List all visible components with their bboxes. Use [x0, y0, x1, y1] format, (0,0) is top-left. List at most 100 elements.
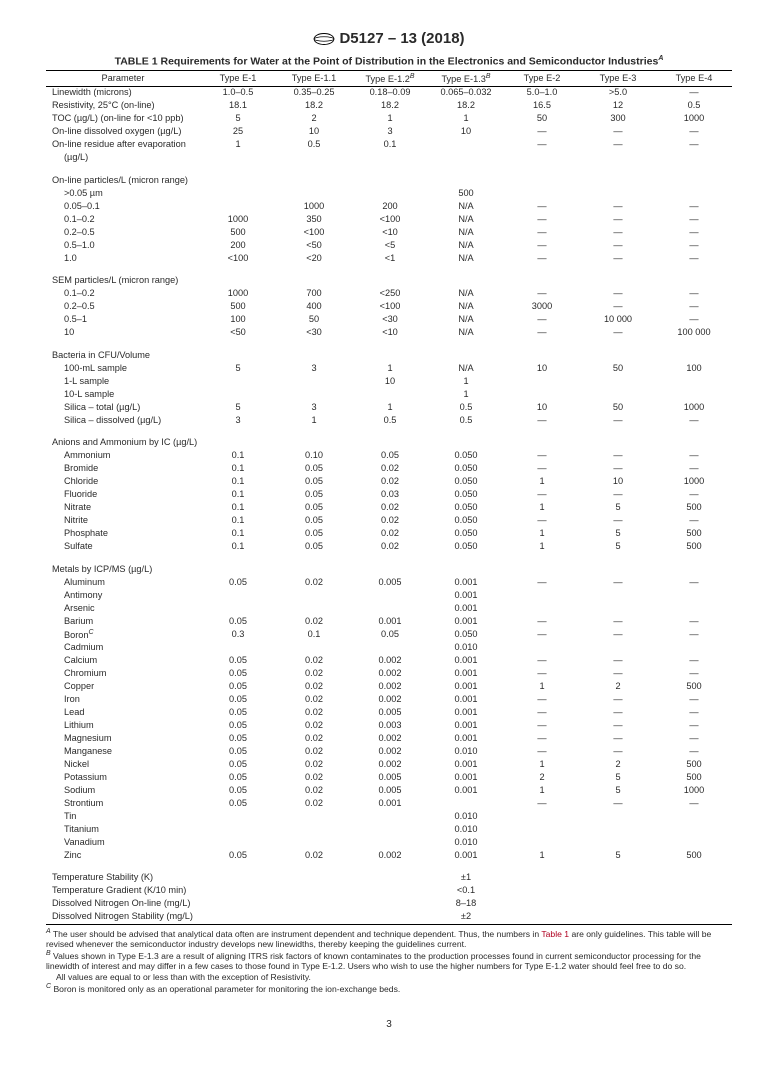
value-cell: 0.05: [200, 667, 276, 680]
value-cell: —: [656, 628, 732, 641]
table-1-link[interactable]: Table 1: [541, 928, 569, 938]
value-cell: [200, 862, 276, 885]
table-row: (µg/L): [46, 152, 732, 165]
value-cell: —: [656, 615, 732, 628]
value-cell: 18.1: [200, 100, 276, 113]
page: D5127 – 13 (2018) TABLE 1 Requirements f…: [0, 0, 778, 1070]
value-cell: [200, 810, 276, 823]
value-cell: —: [580, 288, 656, 301]
value-cell: 0.065–0.032: [428, 86, 504, 100]
param-cell: (µg/L): [46, 152, 200, 165]
table-row: 0.1–0.21000700<250N/A———: [46, 288, 732, 301]
value-cell: <30: [352, 314, 428, 327]
value-cell: 0.02: [276, 784, 352, 797]
param-cell: 0.1–0.2: [46, 213, 200, 226]
value-cell: 0.05: [276, 463, 352, 476]
value-cell: —: [504, 252, 580, 265]
param-cell: Temperature Stability (K): [46, 862, 200, 885]
value-cell: [504, 836, 580, 849]
value-cell: 0.02: [352, 528, 428, 541]
value-cell: N/A: [428, 239, 504, 252]
value-cell: 5: [580, 771, 656, 784]
value-cell: 3000: [504, 301, 580, 314]
value-cell: —: [580, 301, 656, 314]
value-cell: —: [580, 327, 656, 340]
value-cell: —: [504, 414, 580, 427]
value-cell: 0.1: [200, 541, 276, 554]
table-row: Silica – total (µg/L)5310.510501000: [46, 401, 732, 414]
param-cell: 0.05–0.1: [46, 200, 200, 213]
value-cell: 0.001: [428, 680, 504, 693]
col-header: Type E-2: [504, 70, 580, 86]
table-row: Temperature Gradient (K/10 min)<0.1: [46, 885, 732, 898]
value-cell: [352, 836, 428, 849]
param-cell: Fluoride: [46, 489, 200, 502]
value-cell: 0.05: [276, 502, 352, 515]
table-row: Magnesium0.050.020.0020.001———: [46, 732, 732, 745]
value-cell: 0.05: [276, 515, 352, 528]
value-cell: 5: [200, 113, 276, 126]
value-cell: [352, 641, 428, 654]
value-cell: 500: [656, 541, 732, 554]
value-cell: —: [504, 489, 580, 502]
value-cell: N/A: [428, 213, 504, 226]
value-cell: <30: [276, 327, 352, 340]
value-cell: ±2: [428, 911, 504, 925]
value-cell: 50: [580, 401, 656, 414]
value-cell: [656, 340, 732, 363]
value-cell: [580, 340, 656, 363]
value-cell: [656, 165, 732, 188]
value-cell: 0.1: [276, 628, 352, 641]
value-cell: 1000: [656, 113, 732, 126]
value-cell: [580, 589, 656, 602]
value-cell: [200, 589, 276, 602]
value-cell: [276, 836, 352, 849]
value-cell: [504, 554, 580, 577]
param-cell: Cadmium: [46, 641, 200, 654]
value-cell: [656, 187, 732, 200]
value-cell: [580, 265, 656, 288]
value-cell: 0.05: [200, 615, 276, 628]
value-cell: [352, 602, 428, 615]
value-cell: 5: [580, 502, 656, 515]
value-cell: [580, 823, 656, 836]
param-cell: Chromium: [46, 667, 200, 680]
value-cell: —: [580, 126, 656, 139]
value-cell: 500: [656, 502, 732, 515]
value-cell: —: [504, 200, 580, 213]
table-row: Ammonium0.10.100.050.050———: [46, 450, 732, 463]
table-row: Strontium0.050.020.001———: [46, 797, 732, 810]
caption-sup: A: [658, 55, 663, 62]
value-cell: 0.05: [200, 693, 276, 706]
value-cell: —: [504, 719, 580, 732]
value-cell: 50: [580, 362, 656, 375]
value-cell: [200, 911, 276, 925]
value-cell: [504, 641, 580, 654]
value-cell: 0.5: [428, 414, 504, 427]
value-cell: 50: [276, 314, 352, 327]
col-header: Type E-1: [200, 70, 276, 86]
value-cell: [504, 187, 580, 200]
value-cell: [580, 165, 656, 188]
value-cell: [504, 375, 580, 388]
table-body: Linewidth (microns)1.0–0.50.35–0.250.18–…: [46, 86, 732, 924]
param-cell: On-line particles/L (micron range): [46, 165, 200, 188]
value-cell: 0.1: [200, 528, 276, 541]
value-cell: [656, 810, 732, 823]
value-cell: —: [580, 213, 656, 226]
value-cell: 0.05: [276, 541, 352, 554]
value-cell: 10: [504, 401, 580, 414]
value-cell: [200, 836, 276, 849]
value-cell: N/A: [428, 301, 504, 314]
value-cell: [580, 836, 656, 849]
value-cell: 0.1: [200, 515, 276, 528]
value-cell: [276, 388, 352, 401]
value-cell: [276, 602, 352, 615]
value-cell: 0.5: [656, 100, 732, 113]
value-cell: 0.05: [200, 758, 276, 771]
value-cell: —: [580, 252, 656, 265]
value-cell: [200, 200, 276, 213]
param-cell: Copper: [46, 680, 200, 693]
value-cell: 500: [200, 301, 276, 314]
value-cell: —: [504, 732, 580, 745]
